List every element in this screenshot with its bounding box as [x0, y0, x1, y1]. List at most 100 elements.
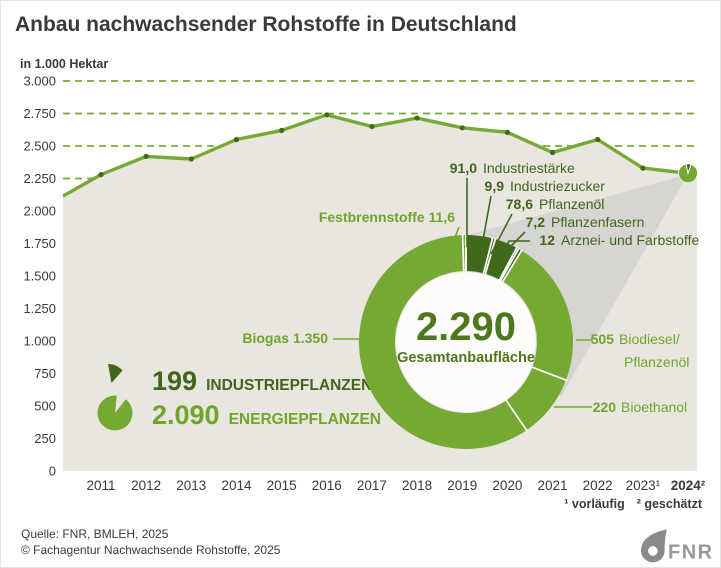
fnr-logo-text: FNR [668, 542, 714, 564]
x-tick-2016: 2016 [312, 478, 342, 493]
data-point-2018 [414, 115, 420, 121]
data-point-2022 [595, 136, 601, 143]
y-axis-unit-label: in 1.000 Hektar [20, 57, 108, 71]
donut-label-bioethanol: Bioethanol [621, 399, 687, 415]
donut-separator [504, 399, 528, 432]
industriepflanzen-icon [108, 364, 123, 383]
donut-segment-bioethanol [506, 367, 566, 431]
energiepflanzen-icon [97, 393, 133, 431]
fan-2024-to-donut [446, 174, 689, 397]
donut-value-pflanzenfasern: 7,2 [526, 214, 546, 230]
donut-separator [461, 234, 465, 273]
y-tick-1750: 1.750 [23, 236, 56, 251]
data-point-2017 [369, 123, 375, 130]
footnote: ¹ vorläufig ² geschätzt [564, 497, 703, 511]
donut-label-festbrennstoffe: Festbrennstoffe 11,6 [319, 209, 455, 225]
x-tick-2024: 2024² [671, 478, 706, 493]
donut-segment-biogas [358, 235, 527, 449]
data-point-2015 [279, 127, 285, 133]
donut-label-industriezucker: Industriezucker [510, 178, 605, 194]
line-series [62, 112, 698, 198]
x-tick-2014: 2014 [221, 478, 252, 493]
y-tick-2500: 2.500 [23, 139, 56, 154]
x-tick-2011: 2011 [86, 478, 115, 493]
donut-separator [498, 246, 518, 281]
fnr-logo-icon-hole [648, 546, 658, 556]
data-point-2012 [143, 153, 149, 159]
donut-separator [484, 237, 497, 275]
legend: 199 INDUSTRIEPFLANZEN 2.090 ENERGIEPFLANZE… [97, 364, 381, 431]
y-tick-750: 750 [34, 366, 56, 381]
donut-value-pflanzenoel: 78,6 [506, 196, 533, 212]
donut-segment-biodiesel [502, 250, 573, 381]
data-point-2019 [459, 125, 465, 131]
data-point-2023 [640, 165, 646, 171]
donut-leader-festbrennstoffe [453, 226, 460, 241]
y-tick-2750: 2.750 [23, 106, 56, 121]
data-point-2014 [233, 136, 240, 143]
data-point-2020 [504, 129, 510, 135]
x-tick-2013: 2013 [176, 478, 206, 493]
donut-value-bioethanol: 220 [593, 399, 617, 415]
y-tick-2000: 2.000 [23, 204, 56, 219]
data-point-2024-wedge [685, 163, 692, 176]
y-tick-500: 500 [34, 399, 56, 414]
data-point-2011 [98, 172, 104, 178]
legend-industriepflanzen: 199 INDUSTRIEPFLANZEN [152, 366, 372, 396]
donut-separator [499, 247, 520, 282]
source-line: Quelle: FNR, BMLEH, 2025 [21, 527, 169, 541]
x-tick-2015: 2015 [267, 478, 297, 493]
donut-total-label: Gesamtanbaufläche [397, 350, 535, 366]
x-tick-2012: 2012 [131, 478, 161, 493]
donut-chart [358, 234, 573, 449]
y-tick-250: 250 [34, 431, 56, 446]
y-tick-0: 0 [49, 464, 56, 479]
x-tick-2019: 2019 [447, 478, 477, 493]
donut-label-biogas: Biogas 1.350 [242, 330, 328, 346]
fnr-logo-icon [641, 529, 667, 563]
donut-leader-arznei [499, 240, 530, 259]
donut-value-industriezucker: 9,9 [485, 178, 505, 194]
donut-label-biodiesel: Biodiesel/ [619, 331, 680, 347]
y-tick-1250: 1.250 [23, 301, 56, 316]
donut-leader-industriezucker [480, 195, 492, 252]
y-tick-1500: 1.500 [23, 269, 56, 284]
fnr-logo: FNR [641, 529, 714, 564]
y-axis-ticks: 3.000 2.750 2.500 2.250 2.000 1.750 1.500 1.250… [23, 74, 56, 479]
donut-value-biodiesel: 505 [591, 331, 615, 347]
donut-hole [396, 272, 536, 412]
donut-label-biodiesel-2: Pflanzenöl [624, 354, 689, 370]
data-point-2016 [324, 112, 330, 118]
donut-separator [531, 366, 568, 382]
donut-separator [501, 249, 523, 283]
donut-leader-pflanzenfasern [499, 231, 526, 258]
donut-label-arznei: Arznei- und Farbstoffe [561, 232, 699, 248]
footnote-geschaetzt: ² geschätzt [637, 497, 703, 511]
y-tick-1000: 1.000 [23, 334, 56, 349]
x-axis-ticks: 2011 2012 2013 2014 2015 2016 2017 2018 2019 2020… [86, 478, 705, 493]
footnote-vorlaeufig: ¹ vorläufig [564, 497, 624, 511]
data-point-2021 [549, 149, 556, 156]
donut-leader-pflanzenoel [490, 213, 513, 255]
donut-value-industriestaerke: 91,0 [450, 160, 477, 176]
donut-total: 2.290 [416, 305, 516, 349]
y-tick-2250: 2.250 [23, 171, 56, 186]
x-tick-2017: 2017 [357, 478, 387, 493]
x-tick-2020: 2020 [492, 478, 522, 493]
donut-separator [482, 237, 494, 275]
x-tick-2023: 2023¹ [626, 478, 661, 493]
donut-segment-arznei [500, 248, 522, 282]
data-point-2013 [188, 156, 194, 162]
donut-label-pflanzenfasern: Pflanzenfasern [551, 214, 644, 230]
donut-value-arznei: 12 [539, 232, 555, 248]
highlight-fan [446, 174, 689, 397]
x-tick-2022: 2022 [583, 478, 613, 493]
x-tick-2018: 2018 [402, 478, 432, 493]
y-tick-3000: 3.000 [23, 74, 56, 89]
x-tick-2021: 2021 [538, 478, 568, 493]
donut-label-pflanzenoel: Pflanzenöl [539, 196, 604, 212]
legend-energiepflanzen: 2.090 ENERGIEPFLANZEN [152, 400, 381, 430]
copyright-line: © Fachagentur Nachwachsende Rohstoffe, 2… [21, 543, 281, 557]
